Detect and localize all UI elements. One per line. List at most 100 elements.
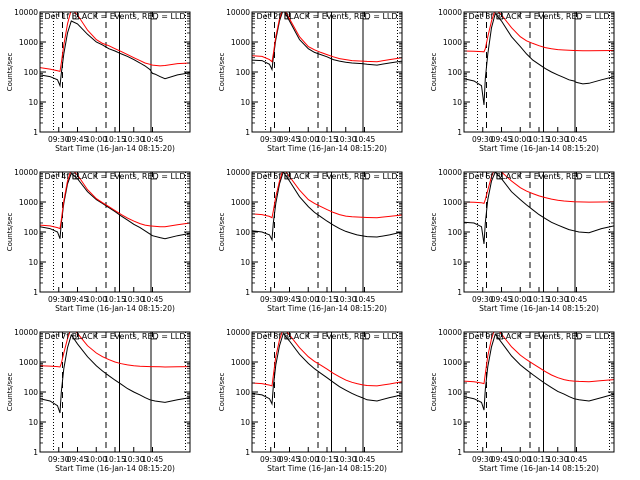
x-tick-label: 10:30 xyxy=(547,455,569,464)
y-axis-label: Counts/sec xyxy=(6,373,14,412)
interval-bracket xyxy=(72,14,79,20)
chart-title: Det 4f BLACK = Events, RED = LLD xyxy=(44,172,185,181)
x-tick-label: 09:45 xyxy=(67,455,89,464)
x-tick-label: 10:15 xyxy=(528,135,550,144)
x-tick-label: 10:00 xyxy=(85,295,107,304)
x-tick-label: 09:45 xyxy=(279,295,301,304)
y-tick-label: 10 xyxy=(28,258,38,267)
x-axis-label: Start Time (16-Jan-14 08:15:20) xyxy=(55,464,175,473)
y-axis-label: Counts/sec xyxy=(218,373,226,412)
y-tick-label: 1 xyxy=(33,128,38,137)
y-tick-label: 1 xyxy=(457,288,462,297)
y-tick-label: 10 xyxy=(28,98,38,107)
x-tick-label: 09:30 xyxy=(48,295,70,304)
x-tick-label: 10:15 xyxy=(104,295,126,304)
x-axis-label: Start Time (16-Jan-14 08:15:20) xyxy=(267,304,387,313)
series-line-events xyxy=(464,12,614,105)
x-tick-label: 09:45 xyxy=(491,455,513,464)
x-tick-label: 09:30 xyxy=(472,295,494,304)
y-tick-label: 1 xyxy=(245,288,250,297)
series-line-events xyxy=(252,332,402,406)
y-tick-label: 10000 xyxy=(226,168,250,177)
chart-title: Det 5f BLACK = Events, RED = LLD xyxy=(256,172,397,181)
chart-panel-det-4f: 1 10 100 1000 10000 09:3009:4510:0010:1510:30… xyxy=(6,168,191,313)
x-axis-label: Start Time (16-Jan-14 08:15:20) xyxy=(55,144,175,153)
series-line-lld xyxy=(464,172,614,205)
y-tick-label: 100 xyxy=(448,228,463,237)
y-tick-label: 10 xyxy=(240,418,250,427)
interval-bracket xyxy=(150,334,157,340)
y-tick-label: 1000 xyxy=(231,358,250,367)
chart-title: Det 1f BLACK = Events, RED = LLD xyxy=(44,12,185,21)
x-tick-label: 10:15 xyxy=(316,295,338,304)
x-tick-label: 10:00 xyxy=(509,455,531,464)
y-tick-label: 1 xyxy=(457,128,462,137)
y-tick-label: 1 xyxy=(457,448,462,457)
x-axis-label: Start Time (16-Jan-14 08:15:20) xyxy=(267,464,387,473)
chart-panel-det-3f: 1 10 100 1000 10000 09:3009:4510:0010:1510:30… xyxy=(430,8,615,153)
series-line-lld xyxy=(464,12,614,53)
series-line-events xyxy=(464,333,614,411)
y-tick-label: 100 xyxy=(448,388,463,397)
x-tick-label: 09:45 xyxy=(279,135,301,144)
y-tick-label: 10 xyxy=(452,418,462,427)
x-tick-label: 10:30 xyxy=(547,135,569,144)
y-tick-label: 1000 xyxy=(231,198,250,207)
interval-bracket xyxy=(362,334,369,340)
y-axis-label: Counts/sec xyxy=(430,373,438,412)
y-tick-label: 1000 xyxy=(19,358,38,367)
y-tick-label: 1 xyxy=(245,448,250,457)
x-tick-label: 10:30 xyxy=(123,295,145,304)
x-tick-label: 10:30 xyxy=(547,295,569,304)
x-tick-label: 10:30 xyxy=(123,455,145,464)
series-line-lld xyxy=(464,332,614,385)
series-line-events xyxy=(252,172,402,242)
x-tick-label: 10:00 xyxy=(297,455,319,464)
x-tick-label: 10:15 xyxy=(528,295,550,304)
x-axis-label: Start Time (16-Jan-14 08:15:20) xyxy=(479,144,599,153)
series-line-lld xyxy=(40,172,190,230)
y-tick-label: 10 xyxy=(240,98,250,107)
chart-panel-det-1f: 1 10 100 1000 10000 09:3009:4510:0010:1510:30… xyxy=(6,8,191,153)
interval-bracket xyxy=(574,174,581,180)
y-tick-label: 100 xyxy=(24,228,39,237)
y-tick-label: 10 xyxy=(452,258,462,267)
chart-title: Det 3f BLACK = Events, RED = LLD xyxy=(468,12,609,21)
x-tick-label: 10:00 xyxy=(297,295,319,304)
y-axis-label: Counts/sec xyxy=(430,53,438,92)
y-tick-label: 1000 xyxy=(231,38,250,47)
interval-bracket xyxy=(284,174,291,180)
y-tick-label: 100 xyxy=(24,68,39,77)
series-line-lld xyxy=(40,332,190,368)
x-tick-label: 10:00 xyxy=(509,295,531,304)
y-axis-label: Counts/sec xyxy=(218,53,226,92)
series-line-lld xyxy=(252,172,402,219)
interval-bracket xyxy=(284,14,291,20)
series-line-events xyxy=(464,172,614,244)
x-tick-label: 09:45 xyxy=(67,295,89,304)
y-tick-label: 10000 xyxy=(14,168,38,177)
x-tick-label: 10:30 xyxy=(335,295,357,304)
x-tick-label: 09:30 xyxy=(260,455,282,464)
y-tick-label: 1000 xyxy=(443,38,462,47)
y-tick-label: 100 xyxy=(24,388,39,397)
x-tick-label: 10:00 xyxy=(509,135,531,144)
y-axis-label: Counts/sec xyxy=(430,213,438,252)
x-tick-label: 09:45 xyxy=(491,295,513,304)
series-line-events xyxy=(252,12,402,72)
y-tick-label: 1 xyxy=(33,448,38,457)
y-axis-label: Counts/sec xyxy=(218,213,226,252)
x-tick-label: 09:30 xyxy=(472,455,494,464)
y-tick-label: 1 xyxy=(245,128,250,137)
x-tick-label: 10:15 xyxy=(528,455,550,464)
y-tick-label: 100 xyxy=(236,388,251,397)
x-tick-label: 10:45 xyxy=(566,295,588,304)
chart-panel-det-2f: 1 10 100 1000 10000 09:3009:4510:0010:1510:30… xyxy=(218,8,403,153)
chart-title: Det 9f BLACK = Events, RED = LLD xyxy=(468,332,609,341)
chart-title: Det 8f BLACK = Events, RED = LLD xyxy=(256,332,397,341)
interval-bracket xyxy=(362,174,369,180)
chart-panel-det-9f: 1 10 100 1000 10000 09:3009:4510:0010:1510:30… xyxy=(430,328,615,473)
x-tick-label: 10:45 xyxy=(142,295,164,304)
y-tick-label: 10 xyxy=(240,258,250,267)
y-tick-label: 10000 xyxy=(438,328,462,337)
